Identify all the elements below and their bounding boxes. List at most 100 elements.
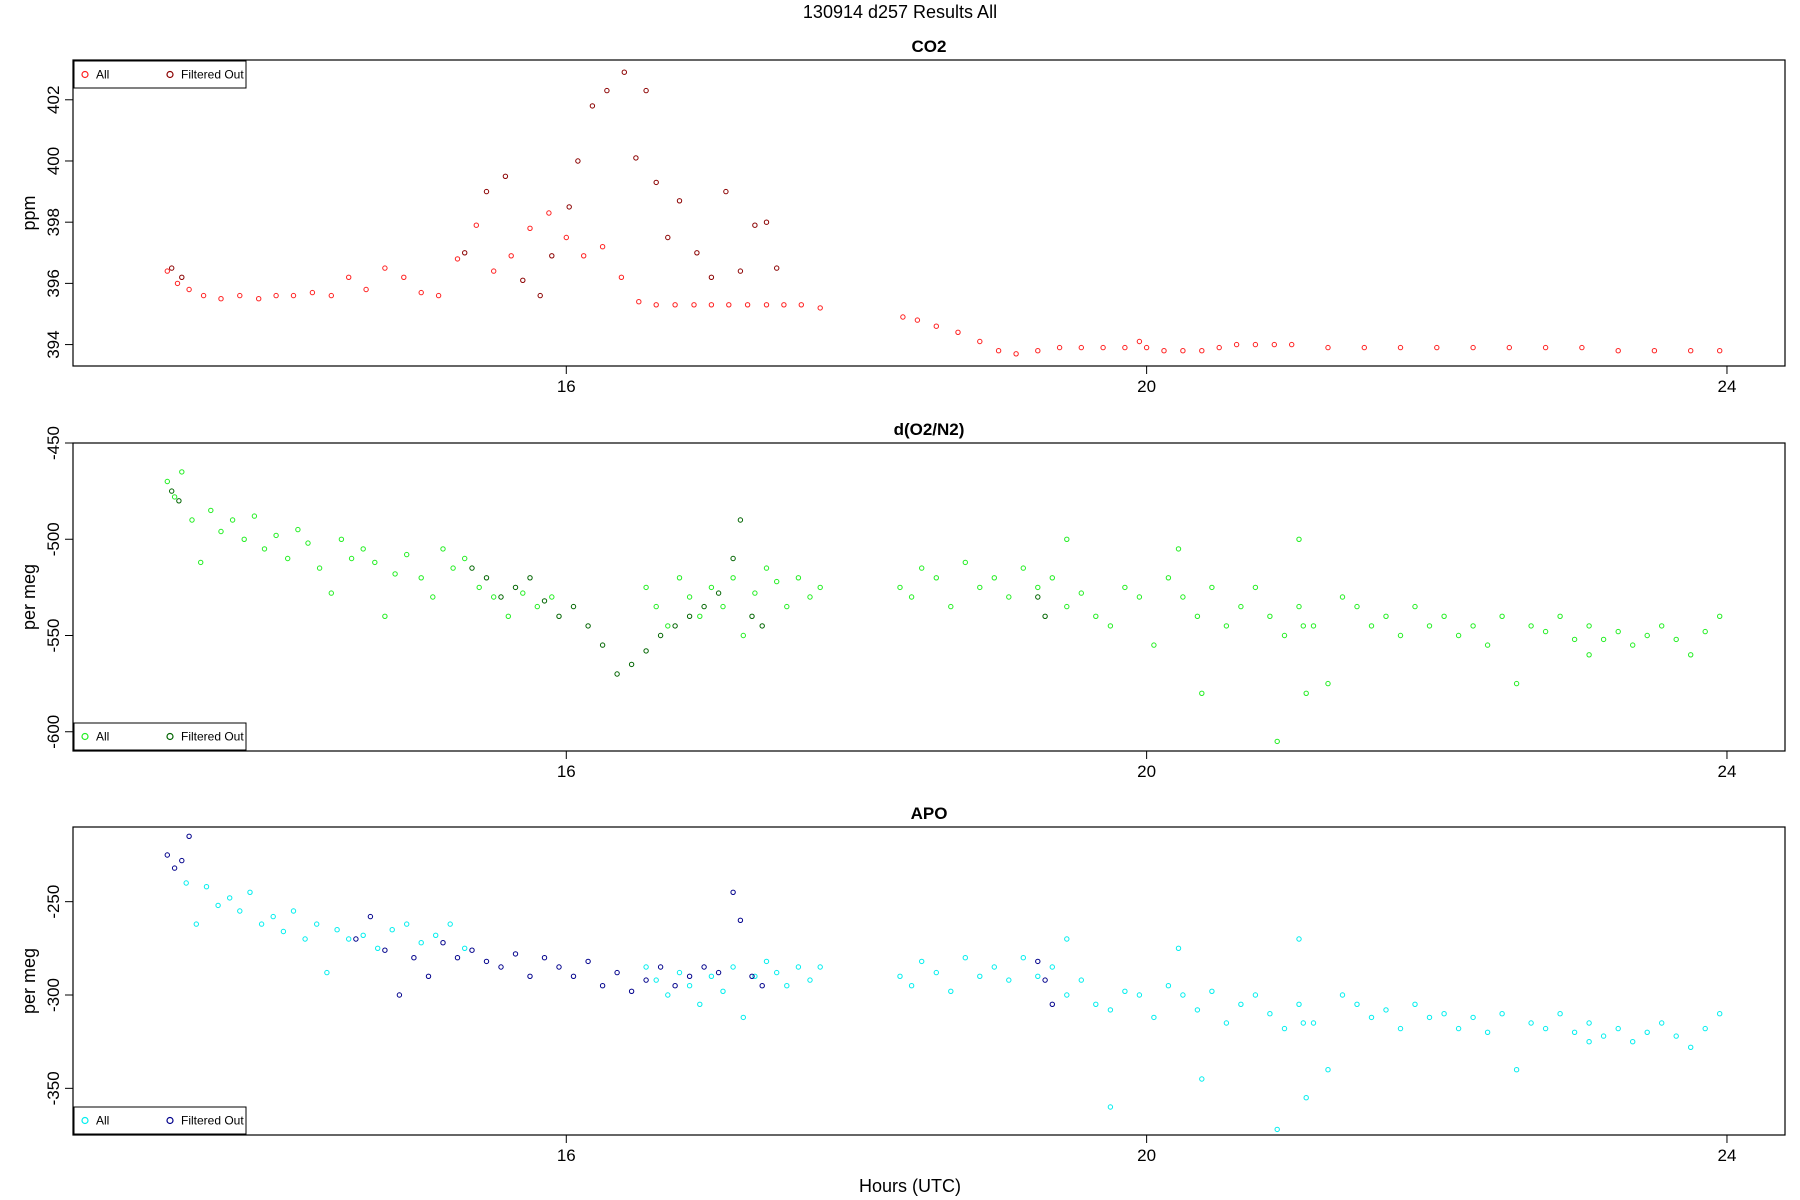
- co2-data-point: [1361, 344, 1368, 351]
- o2n2-data-point: [251, 513, 258, 519]
- apo-data-point: [290, 908, 297, 914]
- o2n2-data-point: [483, 575, 490, 581]
- o2n2-data-point: [498, 594, 504, 600]
- o2n2-legend-marker: [81, 732, 89, 741]
- o2n2-data-point: [991, 575, 997, 581]
- o2n2-data-point: [505, 613, 511, 619]
- co2-data-point: [237, 292, 243, 299]
- apo-data-point: [763, 958, 770, 965]
- o2n2-data-point: [1165, 575, 1172, 581]
- apo-series-all: [183, 880, 1723, 1133]
- o2n2-data-point: [218, 528, 224, 535]
- apo-data-point: [643, 964, 649, 970]
- co2-data-point: [520, 277, 526, 283]
- o2n2-data-point: [1122, 584, 1128, 591]
- o2n2-y-tick-label: -600: [44, 715, 63, 749]
- figure-title: 130914 d257 Results All: [803, 2, 997, 22]
- co2-data-point: [200, 292, 207, 299]
- apo-data-point: [701, 964, 707, 970]
- o2n2-data-point: [382, 613, 388, 619]
- o2n2-data-point: [1049, 575, 1056, 581]
- co2-data-point: [708, 302, 715, 308]
- o2n2-data-point: [1238, 603, 1244, 610]
- panels-group: CO2 ppm 16 20 24 394 396 398 400 402 All Filtered O…: [19, 37, 1786, 1165]
- o2n2-data-point: [1180, 594, 1186, 600]
- co2-y-tick-label: 394: [44, 330, 63, 358]
- apo-data-point: [1223, 1020, 1230, 1026]
- apo-data-point: [433, 932, 439, 938]
- apo-data-point: [280, 928, 287, 935]
- apo-data-point: [1368, 1014, 1375, 1021]
- apo-panel-title: APO: [911, 804, 948, 823]
- o2n2-data-point: [1383, 613, 1389, 619]
- co2-data-point: [1180, 348, 1186, 354]
- apo-data-point: [440, 940, 446, 946]
- apo-data-point: [672, 983, 678, 989]
- apo-data-point: [948, 988, 954, 994]
- apo-data-point: [396, 992, 403, 998]
- apo-data-point: [314, 921, 320, 927]
- co2-y-tick-label: 402: [44, 86, 63, 114]
- co2-data-point: [1013, 351, 1019, 357]
- apo-data-point: [1644, 1029, 1650, 1036]
- apo-data-point: [1615, 1025, 1621, 1032]
- apo-data-point: [1042, 977, 1048, 983]
- o2n2-data-point: [1310, 623, 1317, 629]
- apo-legend-label: All: [96, 1114, 109, 1128]
- apo-data-point: [977, 973, 983, 979]
- o2n2-data-point: [1107, 623, 1114, 629]
- o2n2-data-point: [1702, 628, 1708, 635]
- o2n2-data-point: [198, 559, 204, 566]
- o2n2-data-point: [392, 571, 398, 577]
- co2-data-point: [169, 265, 175, 271]
- apo-data-point: [1078, 977, 1085, 983]
- co2-data-point: [549, 253, 555, 259]
- co2-data-point: [763, 302, 770, 308]
- o2n2-data-point: [1412, 603, 1418, 610]
- co2-data-point: [694, 250, 700, 256]
- apo-data-point: [258, 921, 265, 927]
- apo-data-point: [1303, 1095, 1309, 1101]
- co2-data-point: [1542, 344, 1549, 351]
- o2n2-data-point: [676, 575, 683, 581]
- apo-data-point: [1006, 977, 1012, 983]
- apo-data-point: [1630, 1039, 1636, 1045]
- o2n2-data-point: [1397, 632, 1404, 639]
- o2n2-data-point: [1223, 623, 1230, 629]
- apo-data-point: [1300, 1020, 1307, 1026]
- co2-plot-frame: [72, 59, 1786, 367]
- co2-data-point: [401, 274, 407, 280]
- o2n2-data-point: [763, 565, 770, 571]
- co2-data-point: [1136, 338, 1143, 345]
- co2-data-point: [653, 302, 659, 308]
- co2-data-point: [1325, 344, 1331, 351]
- co2-data-point: [723, 188, 729, 195]
- o2n2-series-filtered-out: [169, 488, 1048, 677]
- apo-data-point: [302, 936, 308, 942]
- co2-data-point: [737, 268, 744, 274]
- co2-data-point: [665, 234, 671, 241]
- apo-data-point: [1175, 945, 1182, 951]
- o2n2-data-point: [807, 594, 813, 600]
- apo-data-point: [367, 913, 374, 920]
- apo-legend: All Filtered Out: [73, 1106, 247, 1135]
- apo-data-point: [1199, 1076, 1205, 1082]
- co2-data-point: [1434, 344, 1440, 351]
- apo-data-point: [1354, 1001, 1360, 1007]
- apo-legend-marker: [166, 1116, 174, 1125]
- o2n2-data-point: [1064, 536, 1070, 542]
- apo-data-point: [360, 932, 366, 938]
- o2n2-data-point: [697, 613, 703, 619]
- o2n2-data-point: [686, 613, 693, 619]
- co2-data-point: [643, 87, 649, 94]
- co2-data-point: [1143, 344, 1150, 351]
- apo-data-point: [1180, 992, 1186, 998]
- co2-y-tick-label: 398: [44, 208, 63, 236]
- apo-data-point: [382, 947, 388, 953]
- co2-data-point: [1651, 348, 1658, 354]
- o2n2-data-point: [919, 565, 925, 571]
- co2-data-point: [618, 274, 625, 280]
- apo-data-point: [1049, 964, 1056, 970]
- o2n2-data-point: [261, 546, 268, 552]
- co2-data-point: [1100, 344, 1106, 351]
